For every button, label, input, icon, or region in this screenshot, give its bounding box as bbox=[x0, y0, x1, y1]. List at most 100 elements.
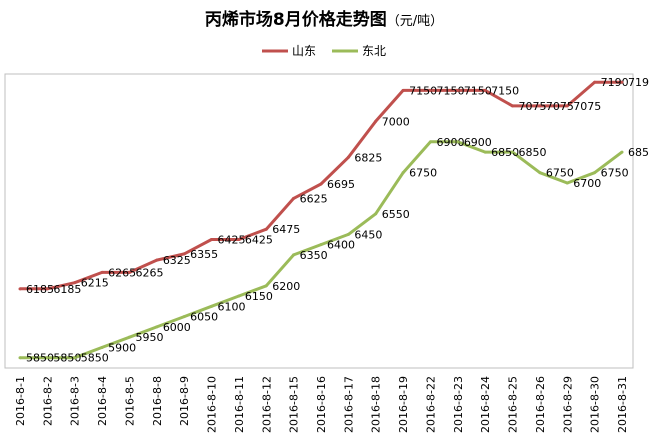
data-point bbox=[19, 287, 22, 290]
data-point bbox=[429, 140, 432, 143]
data-point bbox=[155, 325, 158, 328]
data-label: 6700 bbox=[573, 177, 601, 190]
data-point bbox=[621, 81, 624, 84]
data-label: 6185 bbox=[26, 283, 54, 296]
data-point bbox=[621, 151, 624, 154]
plot-area-border bbox=[5, 74, 633, 368]
legend: 山东东北 bbox=[262, 44, 386, 58]
data-point bbox=[593, 81, 596, 84]
data-label: 6750 bbox=[601, 167, 629, 180]
data-point bbox=[593, 171, 596, 174]
data-label: 7075 bbox=[546, 100, 574, 113]
data-label: 6355 bbox=[190, 248, 218, 261]
data-label: 5900 bbox=[108, 341, 136, 354]
data-label: 6050 bbox=[190, 311, 218, 324]
data-label: 6185 bbox=[53, 283, 81, 296]
data-label: 5850 bbox=[26, 352, 54, 365]
x-tick-label: 2016-8-10 bbox=[206, 376, 219, 433]
data-point bbox=[456, 140, 459, 143]
data-label: 6625 bbox=[300, 192, 328, 205]
x-tick-label: 2016-8-16 bbox=[315, 376, 328, 433]
x-tick-label: 2016-8-17 bbox=[342, 376, 355, 433]
data-point bbox=[429, 89, 432, 92]
data-point bbox=[128, 271, 131, 274]
x-tick-label: 2016-8-4 bbox=[96, 376, 109, 426]
data-label: 7150 bbox=[436, 84, 464, 97]
data-point bbox=[183, 252, 186, 255]
x-tick-label: 2016-8-11 bbox=[233, 376, 246, 433]
x-tick-label: 2016-8-24 bbox=[479, 376, 492, 433]
data-point bbox=[237, 295, 240, 298]
data-point bbox=[511, 151, 514, 154]
data-point bbox=[374, 212, 377, 215]
data-point bbox=[155, 259, 158, 262]
data-label: 7150 bbox=[409, 84, 437, 97]
data-point bbox=[320, 243, 323, 246]
x-tick-label: 2016-8-9 bbox=[178, 376, 191, 426]
data-label: 6425 bbox=[218, 234, 246, 247]
x-tick-label: 2016-8-31 bbox=[616, 376, 629, 433]
x-tick-label: 2016-8-25 bbox=[507, 376, 520, 433]
data-label: 6850 bbox=[491, 146, 519, 159]
chart-title: 丙烯市场8月价格走势图（元/吨） bbox=[205, 9, 443, 30]
data-label: 6850 bbox=[628, 146, 649, 159]
data-point bbox=[538, 171, 541, 174]
data-label: 7150 bbox=[491, 84, 519, 97]
data-label: 7075 bbox=[519, 100, 547, 113]
data-point bbox=[46, 287, 49, 290]
legend-label-1: 山东 bbox=[292, 44, 316, 58]
data-label: 6550 bbox=[382, 208, 410, 221]
data-label: 6150 bbox=[245, 290, 273, 303]
data-label: 6900 bbox=[436, 136, 464, 149]
x-tick-label: 2016-8-1 bbox=[14, 376, 27, 426]
x-tick-label: 2016-8-23 bbox=[452, 376, 465, 433]
data-point bbox=[538, 104, 541, 107]
data-label: 6325 bbox=[163, 254, 191, 267]
data-label: 6265 bbox=[108, 266, 136, 279]
data-label: 7150 bbox=[464, 84, 492, 97]
data-label: 6200 bbox=[272, 280, 300, 293]
data-label: 6475 bbox=[272, 223, 300, 236]
data-label: 7000 bbox=[382, 115, 410, 128]
data-label: 6695 bbox=[327, 178, 355, 191]
data-point bbox=[402, 89, 405, 92]
data-label: 6750 bbox=[409, 167, 437, 180]
data-label: 7190 bbox=[601, 76, 629, 89]
data-label: 6425 bbox=[245, 234, 273, 247]
data-label: 6350 bbox=[300, 249, 328, 262]
data-label: 5850 bbox=[53, 352, 81, 365]
chart-title-main: 丙烯市场8月价格走势图 bbox=[205, 9, 387, 30]
data-label: 6450 bbox=[354, 228, 382, 241]
x-tick-label: 2016-8-26 bbox=[534, 376, 547, 433]
x-tick-label: 2016-8-19 bbox=[397, 376, 410, 433]
x-tick-label: 2016-8-15 bbox=[288, 376, 301, 433]
data-point bbox=[73, 356, 76, 359]
data-point bbox=[73, 281, 76, 284]
data-point bbox=[210, 305, 213, 308]
data-point bbox=[101, 271, 104, 274]
data-point bbox=[101, 346, 104, 349]
data-label: 5850 bbox=[81, 352, 109, 365]
data-point bbox=[347, 156, 350, 159]
data-label: 6400 bbox=[327, 239, 355, 252]
data-label: 6265 bbox=[135, 266, 163, 279]
data-point bbox=[320, 182, 323, 185]
chart-title-unit: （元/吨） bbox=[387, 14, 443, 29]
data-label: 6000 bbox=[163, 321, 191, 334]
data-label: 6750 bbox=[546, 167, 574, 180]
x-tick-label: 2016-8-3 bbox=[69, 376, 82, 426]
x-tick-label: 2016-8-12 bbox=[260, 376, 273, 433]
data-point bbox=[456, 89, 459, 92]
x-tick-label: 2016-8-2 bbox=[41, 376, 54, 426]
data-point bbox=[566, 104, 569, 107]
x-tick-label: 2016-8-18 bbox=[370, 376, 383, 433]
data-point bbox=[374, 120, 377, 123]
data-point bbox=[402, 171, 405, 174]
data-point bbox=[511, 104, 514, 107]
x-tick-label: 2016-8-30 bbox=[589, 376, 602, 433]
data-point bbox=[19, 356, 22, 359]
data-point bbox=[46, 356, 49, 359]
data-point bbox=[237, 238, 240, 241]
